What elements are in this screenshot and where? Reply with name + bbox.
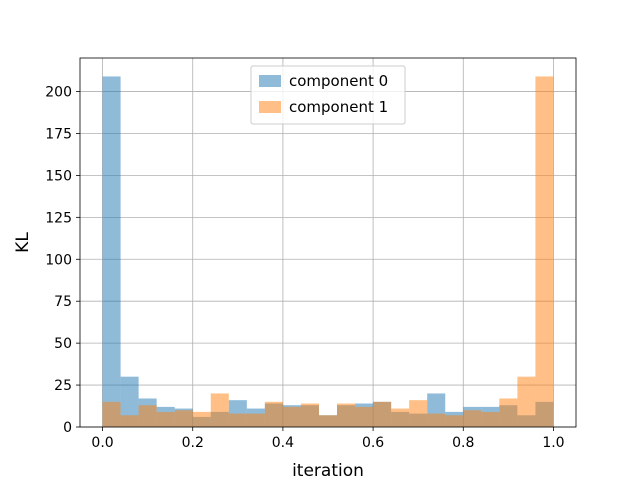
bars <box>102 76 554 427</box>
bar-series-1-bin-11 <box>300 403 319 427</box>
legend-box <box>250 65 406 125</box>
bar-series-1-bin-0 <box>102 401 121 427</box>
bar-series-1-bin-5 <box>192 411 211 427</box>
x-tick-label: 0.0 <box>91 435 113 451</box>
x-axis-label: iteration <box>292 461 364 480</box>
bar-series-1-bin-1 <box>120 415 139 427</box>
y-tick-label: 25 <box>54 378 72 394</box>
bar-series-1-bin-17 <box>409 400 428 427</box>
x-tick-label: 0.4 <box>272 435 294 451</box>
y-tick-label: 100 <box>45 252 72 268</box>
y-tick-label: 200 <box>45 85 72 101</box>
bar-series-1-bin-22 <box>499 398 518 427</box>
y-tick-label: 75 <box>54 294 72 310</box>
bar-series-1-bin-9 <box>264 401 283 427</box>
bar-series-1-bin-2 <box>138 405 157 427</box>
bar-series-1-bin-3 <box>156 411 175 427</box>
bar-series-1-bin-12 <box>318 415 338 427</box>
bar-series-1-bin-21 <box>481 411 500 427</box>
plot-frame <box>79 57 577 428</box>
bar-series-1-bin-10 <box>282 406 301 427</box>
y-axis-label: KL <box>13 232 33 253</box>
x-axis-ticks: 0.0 0.2 0.4 0.6 0.8 1.0 <box>91 427 565 451</box>
bar-series-1-bin-16 <box>391 408 410 427</box>
legend-label: component 1 <box>289 98 388 116</box>
bar-series-1-bin-18 <box>427 413 446 427</box>
y-tick-label: 125 <box>45 210 72 226</box>
bar-series-1-bin-19 <box>445 415 464 427</box>
bar-series-1-bin-14 <box>355 406 374 427</box>
x-tick-label: 0.6 <box>362 435 384 451</box>
bar-series-1-bin-23 <box>517 376 536 427</box>
legend-label: component 0 <box>289 72 388 90</box>
y-axis-ticks: 0 25 50 75 100 125 150 175 200 <box>45 85 80 436</box>
legend-swatch <box>259 75 281 87</box>
bar-series-1-bin-8 <box>246 413 265 427</box>
bar-series-1-bin-6 <box>210 393 229 427</box>
bar-series-0-bin-1 <box>120 376 139 427</box>
y-tick-label: 150 <box>45 168 72 184</box>
y-tick-label: 50 <box>54 336 72 352</box>
y-tick-label: 175 <box>45 126 72 142</box>
x-tick-label: 1.0 <box>542 435 564 451</box>
bar-series-1-bin-24 <box>535 76 554 427</box>
bar-series-1-bin-15 <box>373 401 392 427</box>
bar-series-1-bin-20 <box>463 410 482 427</box>
bar-series-1-bin-4 <box>174 410 193 427</box>
bar-series-1-bin-7 <box>228 413 247 427</box>
bar-series-1-bin-13 <box>337 403 356 427</box>
legend: component 0 component 1 <box>250 65 406 125</box>
legend-swatch <box>259 101 281 113</box>
x-tick-label: 0.2 <box>182 435 204 451</box>
y-tick-label: 0 <box>63 420 72 436</box>
x-tick-label: 0.8 <box>452 435 474 451</box>
bar-series-0-bin-0 <box>102 76 121 427</box>
